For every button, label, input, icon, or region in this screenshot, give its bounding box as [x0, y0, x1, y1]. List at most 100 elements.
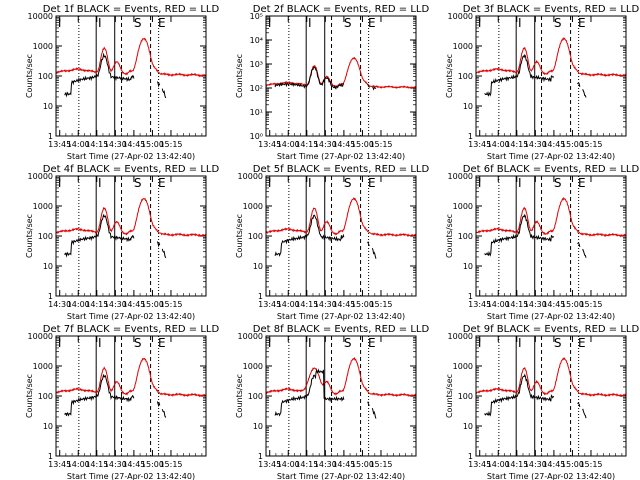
y-axis-label: Counts/sec [445, 214, 454, 258]
y-axis-label: Counts/sec [25, 374, 34, 418]
marker-label: I [268, 176, 272, 190]
x-tick-label: 15:00 [351, 460, 374, 469]
marker-label: S [134, 336, 142, 350]
panel-title: Det 4f BLACK = Events, RED = LLD [43, 164, 220, 175]
detector-panel-2: Det 2f BLACK = Events, RED = LLD Counts/s… [235, 4, 429, 161]
y-tick-label: 10 [253, 262, 263, 271]
events-series-line [64, 52, 135, 98]
events-series-line [274, 66, 345, 90]
lld-series-line [265, 196, 417, 238]
x-tick-label: 14:15 [505, 140, 528, 149]
x-tick-label: 14:30 [524, 300, 547, 309]
x-tick-label: 14:45 [542, 460, 565, 469]
y-tick-label: 100 [38, 72, 53, 81]
y-tick-label: 100 [458, 232, 473, 241]
x-tick-label: 14:30 [104, 460, 127, 469]
y-tick-label: 1000 [453, 362, 473, 371]
marker-label: I [58, 16, 62, 30]
marker-label: S [554, 16, 562, 30]
y-tick-label: 1 [468, 132, 473, 141]
detector-panel-6: Det 6f BLACK = Events, RED = LLD Counts/s… [445, 164, 639, 321]
panel-title: Det 8f BLACK = Events, RED = LLD [253, 324, 430, 335]
y-tick-label: 1 [468, 452, 473, 461]
x-tick-label: 14:45 [542, 300, 565, 309]
x-tick-label: 14:00 [487, 300, 510, 309]
marker-label: I [478, 16, 482, 30]
events-series-line [582, 89, 587, 98]
x-tick-label: 14:45 [332, 460, 355, 469]
plot-frame [265, 335, 417, 457]
events-series-line [161, 248, 167, 259]
x-tick-label: 14:15 [295, 300, 318, 309]
marker-label: I [98, 16, 102, 30]
marker-label: I [478, 176, 482, 190]
x-tick-label: 14:45 [332, 300, 355, 309]
y-tick-label: 10¹ [250, 108, 263, 117]
y-tick-label: 10000 [28, 172, 53, 181]
x-tick-label: 13:45 [258, 460, 281, 469]
events-series-line [371, 407, 377, 419]
x-tick-label: 15:00 [351, 140, 374, 149]
plot-frame [55, 335, 207, 457]
detector-panel-1: Det 1f BLACK = Events, RED = LLD Counts/s… [25, 4, 219, 161]
y-tick-label: 10000 [28, 332, 53, 341]
marker-label: S [134, 16, 142, 30]
y-tick-label: 10000 [238, 172, 263, 181]
x-tick-label: 14:15 [295, 140, 318, 149]
x-tick-label: 14:00 [487, 140, 510, 149]
marker-label: E [368, 336, 376, 350]
events-series-line [484, 53, 555, 97]
marker-label: I [268, 336, 272, 350]
y-tick-label: 1000 [243, 362, 263, 371]
events-series-line [64, 214, 135, 258]
marker-label: E [578, 16, 586, 30]
x-tick-label: 13:45 [468, 140, 491, 149]
x-tick-label: 14:45 [122, 140, 145, 149]
x-axis-label: Start Time (27-Apr-02 13:42:40) [67, 472, 195, 480]
x-tick-label: 13:45 [48, 140, 71, 149]
x-tick-label: 13:45 [468, 300, 491, 309]
x-tick-label: 15:00 [141, 140, 164, 149]
x-tick-label: 14:45 [542, 140, 565, 149]
y-axis-label: Counts/sec [25, 214, 34, 258]
plot-frame [475, 15, 627, 137]
y-tick-label: 1 [48, 452, 53, 461]
detector-panel-5: Det 5f BLACK = Events, RED = LLD Counts/s… [235, 164, 429, 321]
marker-label: E [368, 16, 376, 30]
events-series-line [577, 82, 581, 87]
x-tick-label: 15:15 [369, 300, 392, 309]
events-series-line [577, 242, 581, 248]
detector-panel-7: Det 7f BLACK = Events, RED = LLD Counts/s… [25, 324, 219, 480]
events-series-line [156, 81, 161, 88]
x-tick-label: 14:15 [295, 460, 318, 469]
panel-title: Det 7f BLACK = Events, RED = LLD [43, 324, 220, 335]
x-tick-label: 14:00 [67, 460, 90, 469]
panel-title: Det 9f BLACK = Events, RED = LLD [463, 324, 640, 335]
events-series-line [371, 248, 377, 259]
panel-title: Det 5f BLACK = Events, RED = LLD [253, 164, 430, 175]
lld-series-line [265, 356, 417, 398]
y-tick-label: 10³ [250, 60, 263, 69]
marker-label: S [344, 176, 352, 190]
events-series-line [367, 401, 370, 406]
events-series-line [582, 248, 587, 258]
x-tick-label: 15:15 [159, 140, 182, 149]
x-tick-label: 14:30 [314, 300, 337, 309]
lld-series-line [55, 357, 206, 398]
marker-label: E [578, 176, 586, 190]
y-tick-label: 1000 [33, 42, 53, 51]
marker-label: I [308, 176, 312, 190]
events-series-line [577, 402, 581, 408]
y-tick-label: 1000 [33, 362, 53, 371]
x-tick-label: 14:30 [524, 140, 547, 149]
x-tick-label: 14:30 [524, 460, 547, 469]
y-tick-label: 1 [468, 292, 473, 301]
marker-label: S [554, 336, 562, 350]
x-tick-label: 14:30 [314, 140, 337, 149]
x-tick-label: 15:00 [141, 460, 164, 469]
y-tick-label: 10000 [448, 12, 473, 21]
y-axis-label: Counts/sec [235, 214, 244, 258]
x-tick-label: 14:15 [505, 300, 528, 309]
marker-label: I [518, 176, 522, 190]
x-axis-label: Start Time (27-Apr-02 13:42:40) [277, 152, 405, 161]
